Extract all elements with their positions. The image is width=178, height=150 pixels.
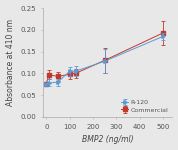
X-axis label: BMP2 (ng/ml): BMP2 (ng/ml) bbox=[82, 135, 134, 144]
Legend: R-120, Commercial: R-120, Commercial bbox=[120, 99, 169, 114]
Y-axis label: Absorbance at 410 nm: Absorbance at 410 nm bbox=[6, 19, 15, 106]
